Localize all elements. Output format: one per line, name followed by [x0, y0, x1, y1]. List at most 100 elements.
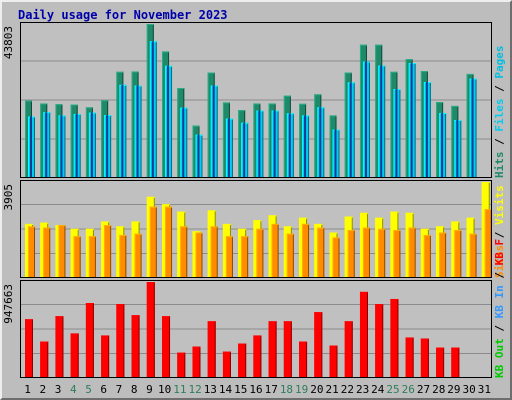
files-bar-day-6-shade	[110, 115, 112, 178]
files-bar-day-16-hilite	[256, 110, 258, 178]
hits-bar-day-14-hilite	[222, 102, 224, 178]
sites-bar-day-25-top	[393, 230, 401, 232]
sites-bar-day-6-hilite	[104, 225, 106, 278]
sites-bar-day-28-hilite	[439, 232, 441, 278]
kb-bar-day-6	[101, 335, 110, 378]
sites-bar-day-8-top	[134, 233, 142, 235]
legend-visits: Visits	[493, 185, 506, 225]
kb-bar-day-7-top	[116, 304, 125, 306]
sites-bar-day-2-top	[43, 227, 51, 229]
kb-bar-day-10-shade	[169, 316, 171, 378]
sites-bar-day-29-top	[454, 230, 462, 232]
kb-bar-day-20-top	[314, 312, 323, 314]
sites-bar-day-5-top	[88, 236, 96, 238]
kb-bar-day-26-hilite	[405, 337, 407, 378]
pages-bar-day-23	[364, 61, 367, 178]
kb-bar-day-23-hilite	[359, 291, 361, 378]
files-bar-day-27-shade	[429, 82, 431, 178]
day-label-19: 19	[295, 383, 308, 396]
kb-bar-day-11	[177, 352, 186, 378]
hits-bar-day-6-hilite	[101, 100, 103, 178]
kb-bar-day-23-shade	[366, 291, 368, 378]
files-bar-day-14-shade	[231, 118, 233, 178]
legend-kb-f: KB F	[493, 239, 506, 266]
visits-bar-day-27-top	[420, 228, 429, 230]
hits-bar-day-2-top	[40, 103, 48, 105]
day-label-20: 20	[310, 383, 323, 396]
hits-bar-day-20-hilite	[314, 94, 316, 178]
kb-bar-day-9	[146, 282, 155, 378]
kb-bar-day-19-top	[299, 341, 308, 343]
sites-bar-day-21	[332, 237, 340, 278]
pages-bar-day-15	[243, 122, 246, 178]
legend-separator: /	[493, 318, 506, 338]
visits-bar-day-16-top	[253, 220, 262, 222]
sites-bar-day-26-top	[408, 227, 416, 229]
sites-bar-day-8-shade	[140, 233, 142, 278]
sites-bar-day-7-shade	[125, 234, 127, 278]
kb-bar-day-23-top	[359, 291, 368, 293]
kb-bar-day-24-shade	[382, 304, 384, 378]
hits-bar-day-8-hilite	[131, 71, 133, 178]
kb-bar-day-26-top	[405, 337, 414, 339]
files-bar-day-4-hilite	[73, 114, 75, 178]
sites-bar-day-10-top	[165, 206, 173, 208]
kb-bar-day-3-top	[55, 316, 64, 318]
files-bar-day-10-hilite	[165, 65, 167, 178]
kb-bar-day-13-hilite	[207, 321, 209, 378]
sites-bar-day-15-top	[241, 236, 249, 238]
visits-bar-day-12-hilite	[192, 231, 194, 278]
sites-bar-day-26	[408, 227, 416, 278]
legend-separator: /	[493, 225, 506, 245]
hits-bar-day-24-hilite	[375, 44, 377, 178]
kb-bar-day-18-shade	[290, 321, 292, 378]
kb-bar-day-7-shade	[123, 304, 125, 378]
sites-bar-day-28-top	[439, 232, 447, 234]
sites-bar-day-17-shade	[277, 223, 279, 278]
sites-bar-day-9	[149, 206, 157, 278]
visits-bar-day-20-hilite	[314, 223, 316, 278]
kb-bar-day-21-top	[329, 345, 338, 347]
kb-bar-day-2-shade	[47, 341, 49, 378]
sites-bar-day-18	[286, 233, 294, 278]
panel-2-border	[20, 180, 492, 278]
kb-bar-day-20	[314, 312, 323, 378]
hits-bar-day-8-top	[131, 71, 139, 73]
sites-bar-day-19-hilite	[302, 223, 304, 278]
sites-bar-day-30	[469, 233, 477, 278]
files-bar-day-29-shade	[460, 119, 462, 178]
files-bar-day-3-shade	[64, 115, 66, 178]
panel-3-bars	[25, 282, 460, 378]
files-bar-day-13-shade	[216, 85, 218, 178]
hits-bar-day-23-hilite	[359, 44, 361, 178]
pages-bar-day-6	[106, 115, 109, 178]
pages-bar-day-8	[136, 85, 139, 178]
kb-bar-day-14	[222, 351, 231, 378]
day-label-16: 16	[249, 383, 262, 396]
kb-bar-day-13-shade	[214, 321, 216, 378]
sites-bar-day-27-hilite	[423, 234, 425, 278]
visits-bar-day-2-hilite	[40, 222, 42, 278]
kb-bar-day-29-hilite	[451, 347, 453, 378]
files-bar-day-15-hilite	[241, 122, 243, 178]
visits-bar-day-5-hilite	[85, 228, 87, 278]
day-label-27: 27	[417, 383, 430, 396]
files-bar-day-17-shade	[277, 110, 279, 178]
kb-bar-day-29	[451, 347, 460, 378]
visits-bar-day-19-hilite	[299, 217, 301, 278]
sites-bar-day-12	[195, 232, 203, 278]
day-label-6: 6	[100, 383, 107, 396]
legend-files: Files	[493, 99, 506, 132]
day-label-24: 24	[371, 383, 385, 396]
kb-bar-day-1	[25, 319, 33, 378]
hits-bar-day-6-top	[101, 100, 109, 102]
pages-bar-day-1	[30, 116, 32, 178]
legend-pages: Pages	[493, 46, 506, 79]
visits-bar-day-9-hilite	[146, 196, 148, 278]
sites-bar-day-21-top	[332, 237, 340, 239]
hits-bar-day-4-top	[70, 104, 78, 106]
sites-bar-day-9-top	[149, 206, 157, 208]
files-bar-day-26-shade	[414, 63, 416, 178]
visits-bar-day-24-hilite	[375, 217, 377, 278]
kb-bar-day-28-top	[436, 347, 445, 349]
